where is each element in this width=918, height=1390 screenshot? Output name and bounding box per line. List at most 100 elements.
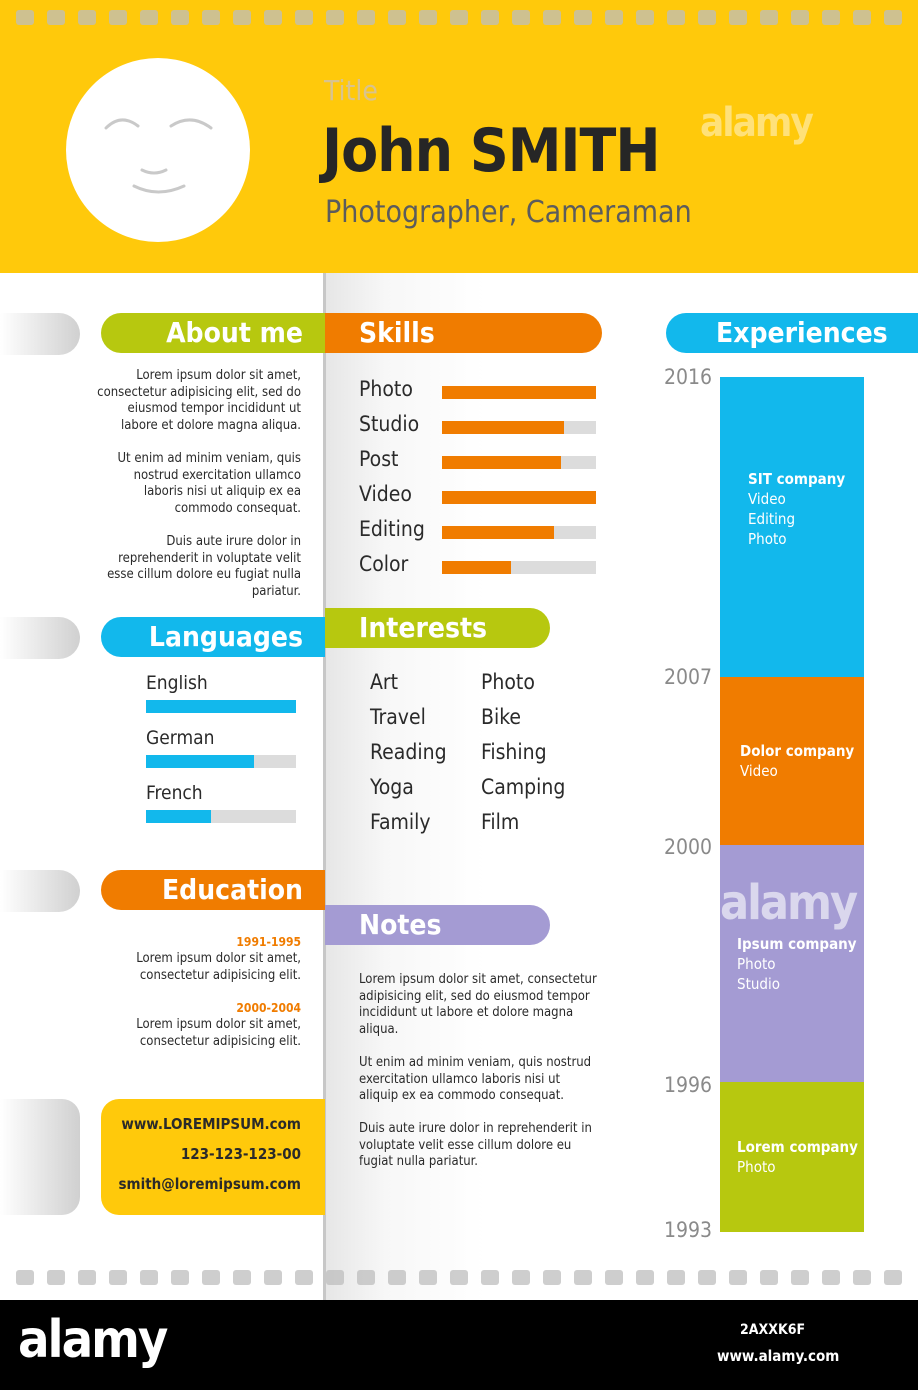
perforation-hole: [791, 10, 809, 25]
skill-label: Studio: [359, 412, 420, 436]
experience-details: Ipsum company Photo Studio: [720, 845, 864, 994]
perforation-hole: [698, 1270, 716, 1285]
perforation-hole: [729, 10, 747, 25]
language-label: French: [146, 782, 203, 804]
perforation-hole: [605, 10, 623, 25]
email-link[interactable]: smith@loremipsum.com: [118, 1175, 302, 1193]
language-bar-track: [146, 810, 296, 823]
watermark-ghost: alamy: [720, 875, 858, 931]
skill-bar-track: [442, 561, 596, 574]
skills-list: Photo Studio Post Video Editing Color: [359, 377, 599, 587]
perforation-hole: [326, 10, 344, 25]
language-label: German: [146, 727, 215, 749]
perforation-hole: [357, 1270, 375, 1285]
skill-row: Post: [359, 447, 599, 482]
skill-bar-fill: [442, 456, 561, 469]
perforation-hole: [667, 1270, 685, 1285]
language-bar-track: [146, 755, 296, 768]
contact-box: www.LOREMIPSUM.com 123-123-123-00 smith@…: [101, 1099, 325, 1215]
timeline-year: 2007: [664, 665, 713, 689]
skill-bar-fill: [442, 526, 555, 539]
perforation-hole: [140, 1270, 158, 1285]
language-bar-fill: [146, 700, 296, 713]
perforation-hole: [140, 10, 158, 25]
experience-company: SIT company: [748, 470, 846, 488]
perforation-hole: [791, 1270, 809, 1285]
skill-bar-fill: [442, 421, 564, 434]
phone-number[interactable]: 123-123-123-00: [180, 1145, 301, 1163]
perforation-hole: [605, 1270, 623, 1285]
perforation-hole: [574, 10, 592, 25]
perforation-hole: [109, 10, 127, 25]
perforation-hole: [512, 1270, 530, 1285]
notes-paragraph-3: Duis aute irure dolor in reprehenderit i…: [359, 1121, 592, 1170]
perforation-hole: [171, 1270, 189, 1285]
perforation-hole: [636, 10, 654, 25]
perforation-hole: [543, 1270, 561, 1285]
timeline-year: 1996: [664, 1073, 713, 1097]
experience-block: Ipsum company Photo Studio: [720, 845, 864, 1082]
skill-bar-fill: [442, 561, 512, 574]
experience-details: Dolor company Video: [720, 677, 864, 781]
skill-row: Photo: [359, 377, 599, 412]
perforation-hole: [512, 10, 530, 25]
language-bar-track: [146, 700, 296, 713]
perforation-hole: [481, 10, 499, 25]
experience-company: Lorem company: [737, 1138, 858, 1156]
experience-role: Photo: [737, 1158, 776, 1176]
skill-row: Video: [359, 482, 599, 517]
interest-item: Reading: [370, 740, 447, 764]
education-entry: 1991-1995 Lorem ipsum dolor sit amet, co…: [101, 935, 301, 984]
education-years: 1991-1995: [236, 935, 301, 949]
interests-heading: Interests: [325, 608, 550, 648]
perforation-hole: [574, 1270, 592, 1285]
side-tab: [0, 617, 80, 659]
interest-item: Art: [370, 670, 399, 694]
resume-title-label: Title: [324, 74, 378, 107]
perforation-hole: [822, 10, 840, 25]
perforation-hole: [636, 1270, 654, 1285]
language-label: English: [146, 672, 208, 694]
skill-row: Color: [359, 552, 599, 587]
experience-block: Lorem company Photo: [720, 1082, 864, 1232]
perforation-hole: [109, 1270, 127, 1285]
languages-list: English German French: [146, 672, 296, 823]
language-bar-fill: [146, 755, 254, 768]
perforation-hole: [295, 1270, 313, 1285]
website-link[interactable]: www.LOREMIPSUM.com: [121, 1115, 301, 1133]
perforation-hole: [233, 10, 251, 25]
perforation-hole: [419, 1270, 437, 1285]
alamy-url[interactable]: www.alamy.com: [717, 1347, 840, 1365]
education-line: Lorem ipsum dolor sit amet,: [136, 1017, 301, 1032]
perforation-hole: [884, 10, 902, 25]
skill-bar-fill: [442, 386, 596, 399]
perforation-hole: [202, 1270, 220, 1285]
middle-panel: [325, 273, 615, 1300]
skill-label: Post: [359, 447, 399, 471]
perforation-hole: [388, 10, 406, 25]
education-line: Lorem ipsum dolor sit amet,: [136, 951, 301, 966]
experience-block: Dolor company Video: [720, 677, 864, 845]
skill-bar-track: [442, 386, 596, 399]
person-name: John SMITH: [322, 116, 660, 186]
experience-role: Studio: [737, 975, 780, 993]
skill-bar-track: [442, 456, 596, 469]
experience-block: SIT company Video Editing Photo: [720, 377, 864, 677]
perforation-hole: [326, 1270, 344, 1285]
perforation-hole: [667, 10, 685, 25]
experience-company: Ipsum company: [737, 935, 857, 953]
alamy-logo: alamy: [18, 1310, 168, 1370]
notes-heading: Notes: [325, 905, 550, 945]
language-bar-fill: [146, 810, 211, 823]
interest-item: Fishing: [481, 740, 547, 764]
perforation-hole: [481, 1270, 499, 1285]
film-perforation-bottom: [0, 1270, 918, 1288]
experience-role: Editing: [748, 510, 796, 528]
timeline-year: 2000: [664, 835, 713, 859]
experience-role: Video: [748, 490, 786, 508]
experience-company: Dolor company: [740, 742, 855, 760]
interest-item: Photo: [481, 670, 535, 694]
job-title: Photographer, Cameraman: [325, 195, 692, 230]
perforation-hole: [47, 10, 65, 25]
side-tab: [0, 1099, 80, 1215]
